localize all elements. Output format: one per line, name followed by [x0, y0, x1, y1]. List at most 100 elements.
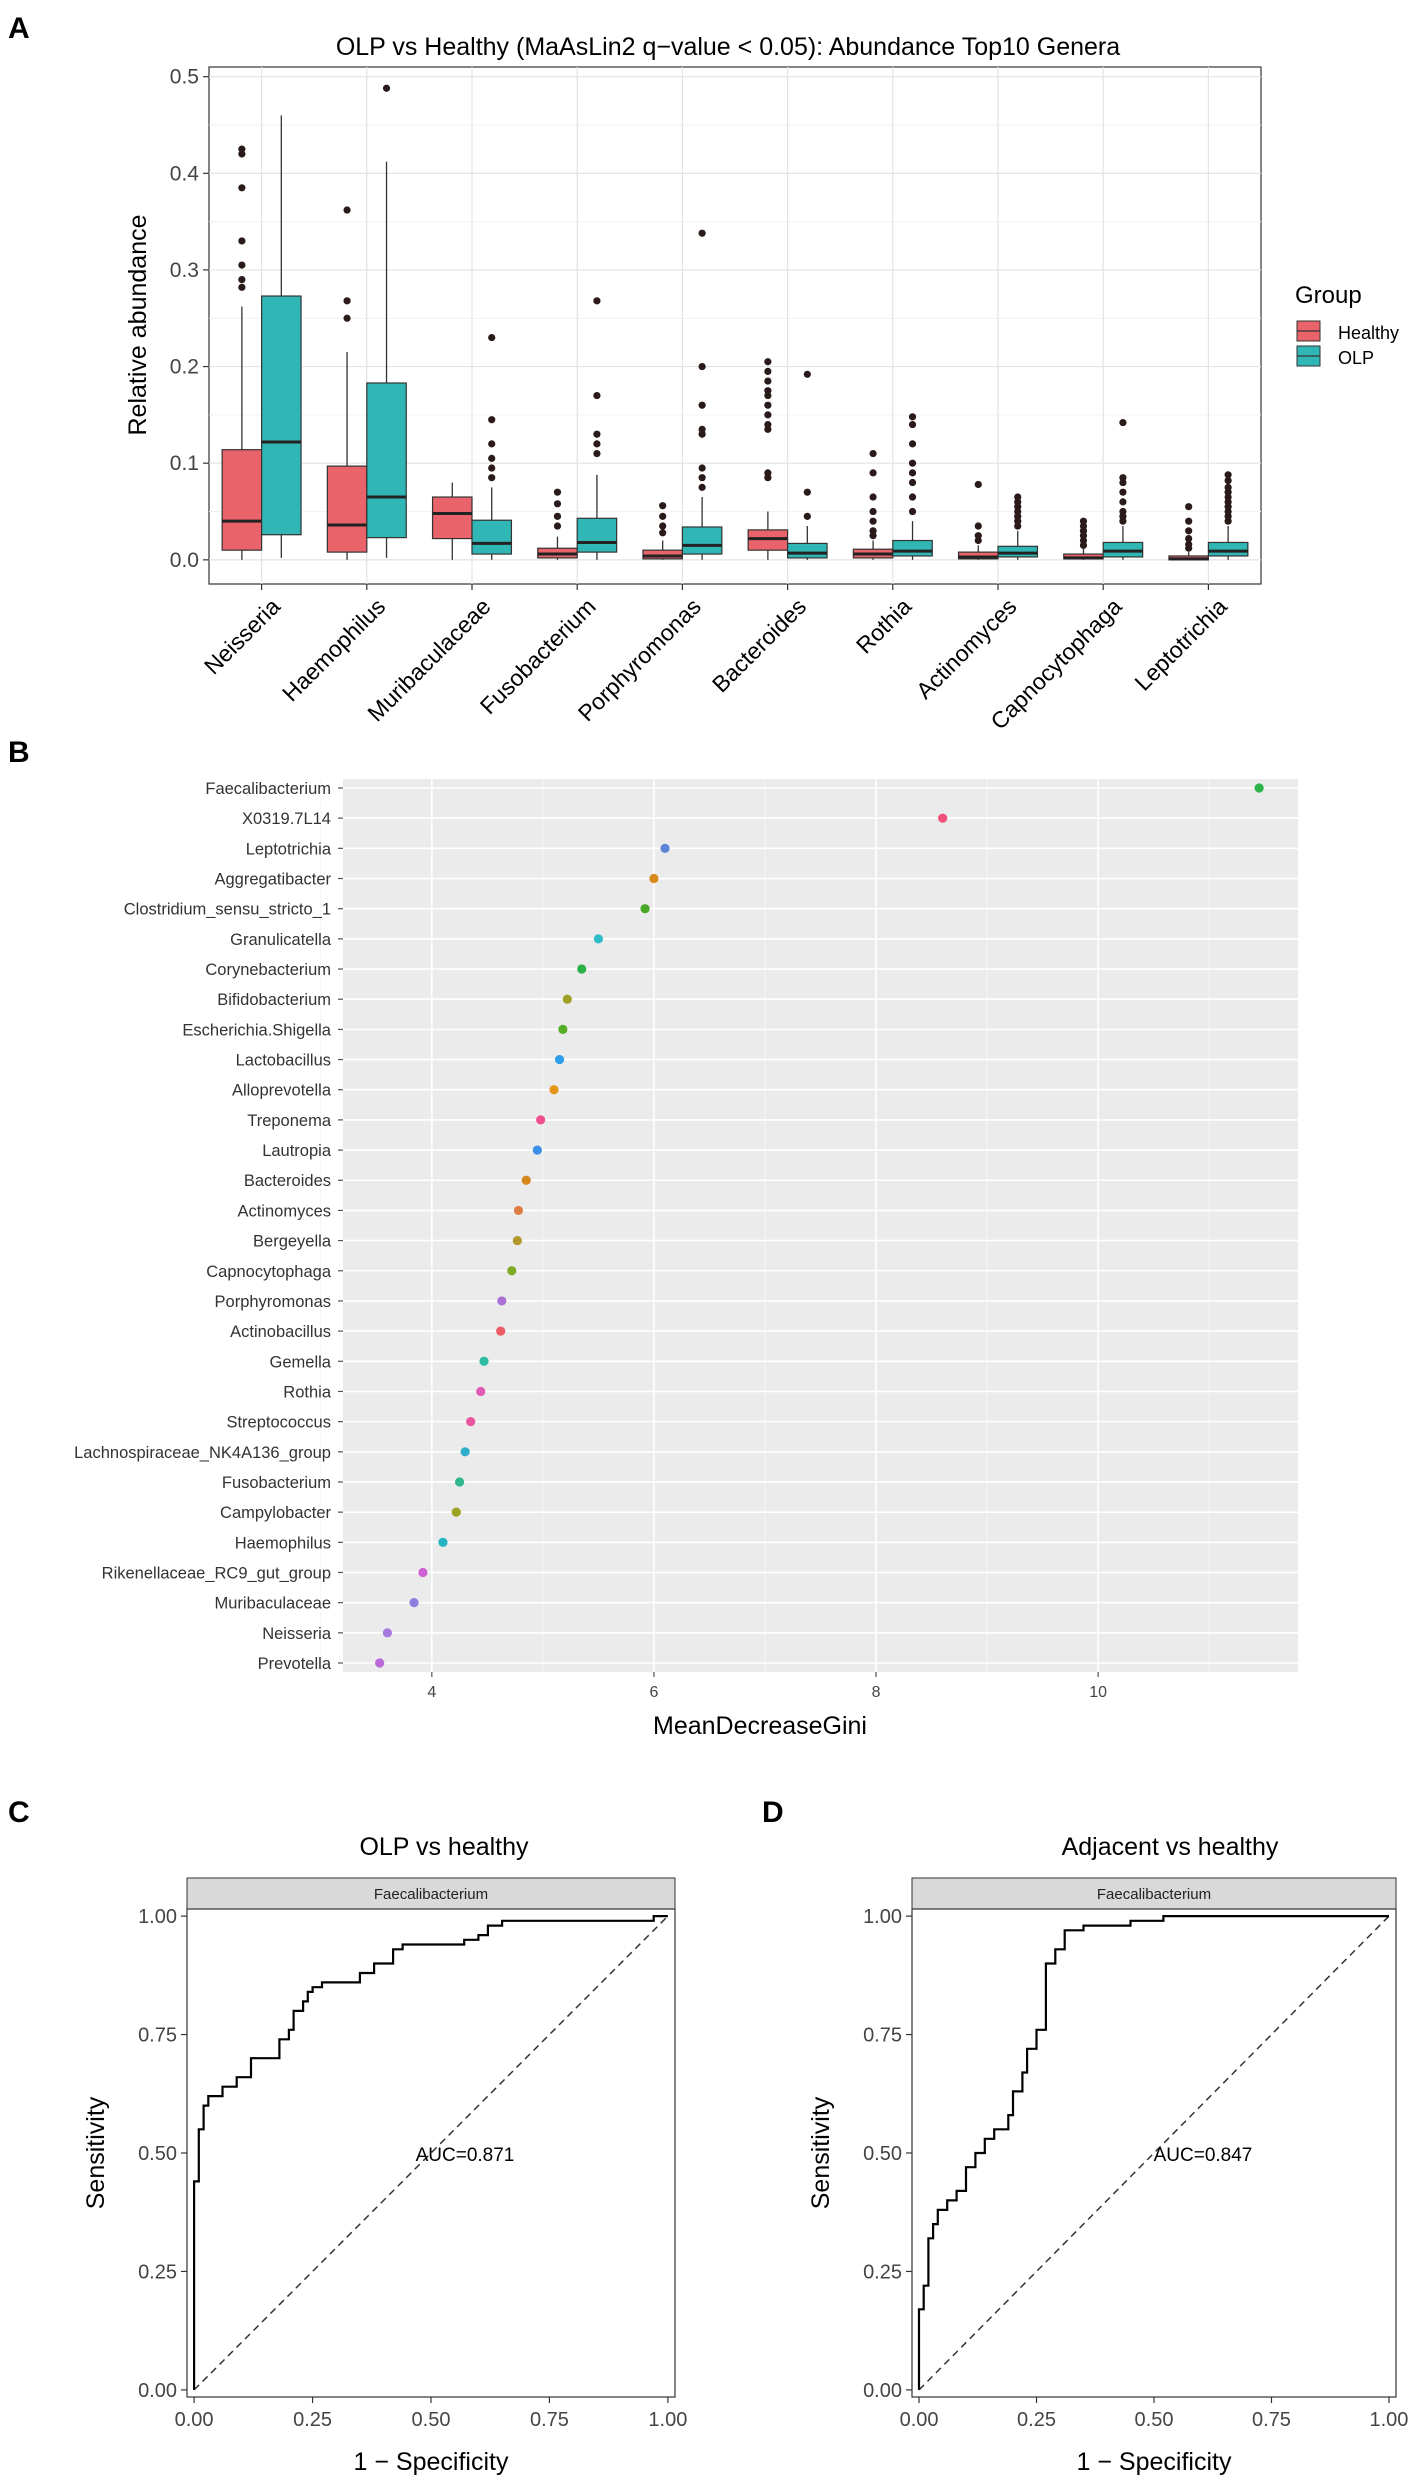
chart-c-x-axis-label: 1 − Specificity — [354, 2448, 509, 2476]
chart-a-legend: Group Healthy OLP — [1295, 282, 1399, 368]
y-tick-label: Lachnospiraceae_NK4A136_group — [74, 1444, 331, 1462]
outlier-point — [764, 411, 772, 419]
point-lachnospiraceae_nk4a136_group — [460, 1447, 470, 1457]
outlier-point — [698, 425, 706, 433]
panel-letter-a: A — [8, 12, 30, 45]
box-iqr — [1207, 541, 1249, 557]
chart-a-y-axis-label: Relative abundance — [124, 215, 152, 436]
outlier-point — [238, 237, 246, 245]
y-tick-label: Porphyromonas — [215, 1293, 331, 1311]
x-tick-label: 0.00 — [175, 2409, 214, 2431]
chart-a-y-ticks: 0.0 0.1 0.2 0.3 0.4 0.5 — [170, 66, 209, 572]
y-tick-label: 0.25 — [138, 2261, 177, 2283]
point-actinobacillus — [496, 1326, 506, 1336]
outlier-point — [908, 420, 917, 429]
box-iqr — [471, 519, 513, 555]
chart-c-y-axis-label: Sensitivity — [82, 2096, 110, 2209]
x-tick-label: 0.50 — [412, 2409, 451, 2431]
y-tick-label: Granulicatella — [230, 931, 332, 949]
point-prevotella — [375, 1658, 385, 1668]
outlier-point — [1119, 507, 1127, 516]
outlier-point — [764, 469, 772, 477]
y-tick-label: Neisseria — [262, 1625, 332, 1643]
box-olp-haemophilus — [366, 84, 407, 558]
chart-c-ticks: 0.00 0.25 0.50 0.75 1.00 0.00 0.25 0.50 0.75 1.00 — [138, 1906, 687, 2431]
y-tick-label: Leptotrichia — [246, 840, 332, 858]
outlier-point — [553, 512, 562, 520]
point-lautropia — [532, 1145, 542, 1155]
outlier-point — [698, 229, 706, 237]
y-tick-label: Actinobacillus — [230, 1323, 331, 1341]
chart-b-gridlines — [320, 779, 1298, 1672]
point-escherichia.shigella — [558, 1024, 568, 1034]
outlier-point — [698, 401, 706, 409]
y-tick-label: 0.00 — [138, 2380, 177, 2402]
y-tick-label: Gemella — [270, 1353, 332, 1371]
point-gemella — [479, 1356, 489, 1366]
chart-d-x-axis-label: 1 − Specificity — [1077, 2448, 1232, 2476]
outlier-point — [698, 483, 706, 491]
y-tick-label: X0319.7L14 — [242, 810, 331, 828]
y-tick-label: 0.4 — [170, 162, 200, 185]
outlier-point — [908, 440, 917, 448]
outlier-point — [659, 529, 667, 537]
y-tick-label: Capnocytophaga — [206, 1263, 332, 1281]
point-granulicatella — [593, 934, 604, 944]
outlier-point — [488, 454, 496, 462]
point-actinomyces — [513, 1205, 524, 1216]
x-tick-label: 1.00 — [648, 2409, 687, 2431]
point-porphyromonas — [497, 1296, 507, 1306]
panel-b: B Faecalibacterium X0319.7L14 Leptotrichia… — [8, 736, 1298, 1740]
y-tick-label: 0.75 — [863, 2025, 902, 2047]
x-tick-label: 1.00 — [1369, 2409, 1408, 2431]
point-faecalibacterium — [1254, 783, 1264, 793]
box-olp-leptotrichia — [1207, 471, 1249, 560]
chart-d-facet-strip — [911, 1877, 1397, 1910]
outlier-point — [659, 502, 667, 510]
point-treponema — [536, 1115, 546, 1125]
outlier-point — [593, 391, 601, 400]
outlier-point — [698, 474, 706, 482]
box-healthy-fusobacterium — [537, 488, 578, 560]
x-tick-label: 4 — [427, 1684, 436, 1701]
y-tick-label: Alloprevotella — [232, 1082, 332, 1100]
y-tick-label: 1.00 — [863, 1906, 902, 1928]
outlier-point — [974, 532, 982, 540]
outlier-point — [1224, 477, 1232, 485]
y-tick-label: 0.75 — [138, 2025, 177, 2047]
outlier-point — [1185, 540, 1193, 548]
box-iqr — [892, 539, 933, 557]
outlier-point — [488, 440, 496, 448]
y-tick-label: 1.00 — [138, 1906, 177, 1928]
outlier-point — [488, 474, 496, 482]
y-tick-label: Treponema — [247, 1112, 332, 1130]
y-tick-label: Prevotella — [258, 1655, 332, 1673]
outlier-point — [764, 358, 772, 366]
point-bifidobacterium — [562, 994, 572, 1004]
box-healthy-rothia — [852, 449, 894, 560]
box-healthy-porphyromonas — [642, 502, 684, 560]
outlier-point — [553, 500, 562, 508]
chart-d-roc-curve — [917, 1915, 1389, 2390]
outlier-point — [764, 377, 772, 385]
outlier-point — [1119, 419, 1127, 427]
chart-d-ticks: 0.00 0.25 0.50 0.75 1.00 0.00 0.25 0.50 0.75 1.00 — [863, 1906, 1408, 2431]
box-healthy-bacteroides — [747, 358, 789, 560]
box-olp-actinomyces — [997, 493, 1039, 560]
x-tick-label: 0.75 — [1252, 2409, 1291, 2431]
chart-b-points — [375, 783, 1264, 1668]
point-lactobacillus — [554, 1054, 565, 1065]
chart-d-title: Adjacent vs healthy — [1062, 1833, 1279, 1861]
outlier-point — [238, 184, 246, 192]
chart-a-gridlines — [209, 67, 1261, 584]
box-iqr — [431, 496, 473, 540]
x-tick-label: 0.25 — [1017, 2409, 1056, 2431]
y-tick-label: Clostridium_sensu_stricto_1 — [124, 901, 331, 919]
outlier-point — [238, 150, 246, 158]
outlier-point — [698, 464, 706, 472]
box-iqr — [221, 449, 263, 551]
y-tick-label: 0.25 — [863, 2261, 902, 2283]
y-tick-label: Escherichia.Shigella — [182, 1021, 331, 1039]
y-tick-label: Streptococcus — [226, 1414, 331, 1432]
